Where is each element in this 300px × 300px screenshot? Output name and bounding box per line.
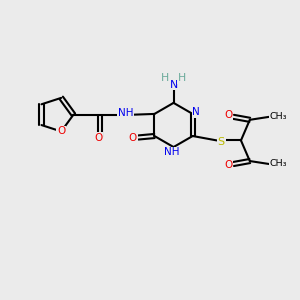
Text: O: O [129, 133, 137, 143]
Text: CH₃: CH₃ [270, 112, 287, 122]
Text: O: O [94, 133, 103, 143]
Text: O: O [224, 160, 232, 170]
Text: N: N [169, 80, 178, 90]
Text: NH: NH [164, 147, 180, 158]
Text: H: H [161, 73, 170, 83]
Text: O: O [57, 127, 65, 136]
Text: NH: NH [118, 108, 133, 118]
Text: N: N [192, 107, 200, 118]
Text: S: S [218, 137, 225, 147]
Text: O: O [224, 110, 232, 120]
Text: H: H [178, 73, 186, 83]
Text: CH₃: CH₃ [270, 160, 287, 169]
